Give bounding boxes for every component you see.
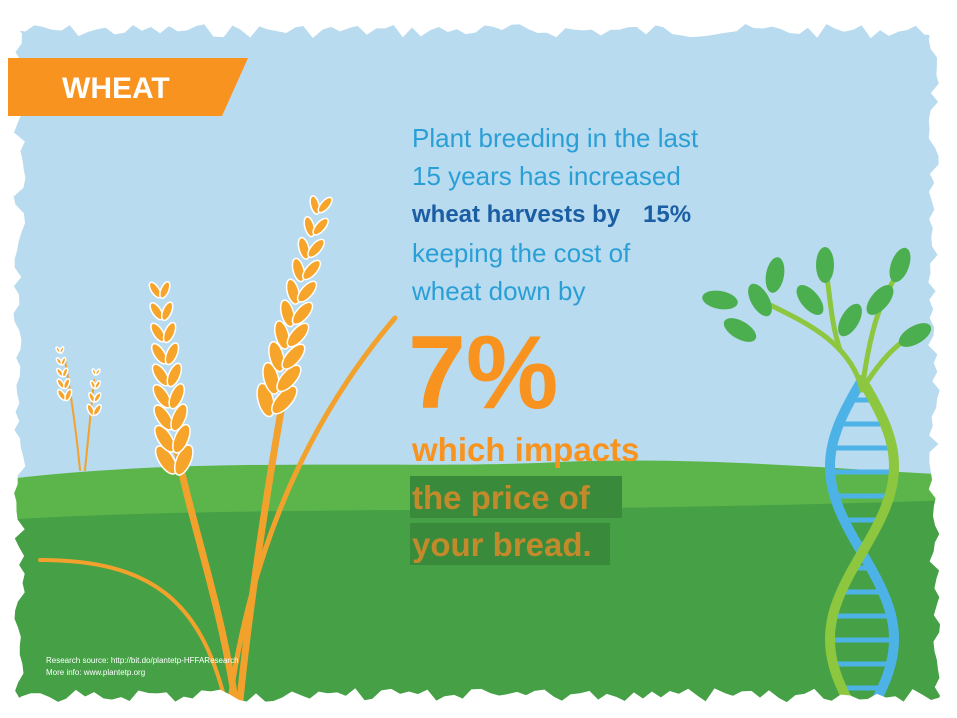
leaf: [796, 285, 824, 315]
leaf: [866, 285, 894, 315]
wheat-grain: [279, 299, 296, 328]
intro-line: 15 years has increased: [412, 161, 681, 191]
wheat-grain: [92, 403, 102, 417]
wheat-grain: [64, 388, 73, 402]
wheat-grain: [168, 383, 186, 410]
wheat-grain: [94, 380, 102, 390]
leaf: [838, 303, 862, 337]
big-figure: 7%: [408, 315, 558, 431]
leaf: [765, 257, 785, 293]
wheat-grain: [94, 368, 101, 376]
wheat-grain: [268, 341, 286, 373]
wheat-grain: [312, 217, 329, 236]
wheat-grain: [296, 280, 318, 303]
wheat-grain: [285, 278, 301, 305]
wheat-grain: [172, 423, 191, 454]
cost-line: keeping the cost of: [412, 238, 631, 268]
cost-line: wheat down by: [411, 276, 585, 306]
dna-tree-illustration: [702, 247, 932, 704]
wheat-grain: [262, 361, 281, 395]
leaf: [816, 247, 834, 283]
leaf: [702, 290, 738, 310]
wheat-stalk: [227, 315, 398, 703]
wheat-grain: [291, 301, 314, 326]
wheat-grain: [276, 364, 302, 393]
wheat-grain: [60, 356, 67, 366]
wheat-grain: [307, 238, 325, 259]
wheat-grain: [303, 215, 316, 238]
wheat-grain: [62, 377, 71, 390]
leaf: [889, 247, 911, 283]
badge-bg: [8, 58, 248, 116]
leaf: [898, 323, 932, 347]
wheat-grain: [273, 320, 291, 350]
wheat-grain: [160, 301, 174, 322]
leaf: [748, 283, 772, 317]
source: More info: www.plantetp.org: [46, 668, 145, 677]
price-highlight: [410, 523, 610, 565]
wheat-grain: [297, 236, 311, 260]
wheat-grain: [286, 322, 310, 348]
source: Research source: http://bit.do/plantetp-…: [46, 656, 239, 665]
intro-line: Plant breeding in the last: [412, 123, 699, 153]
price-line: your bread.: [412, 526, 592, 563]
wheat-grain: [281, 343, 306, 370]
torn-edge: [10, 20, 944, 706]
hill-front: [12, 500, 942, 704]
badge: WHEAT: [62, 72, 170, 105]
wheat-grain: [154, 424, 176, 453]
wheat-grain: [173, 444, 194, 476]
wheat-grain: [309, 195, 321, 215]
wheat-stalk: [38, 558, 227, 702]
wheat-grain: [162, 321, 177, 344]
impact: which impacts: [411, 431, 639, 468]
wheat-illustration: [38, 195, 398, 704]
wheat-grain: [166, 362, 183, 388]
wheat-grain: [317, 196, 333, 214]
leaf: [723, 318, 757, 342]
wheat-grain: [164, 342, 180, 366]
wheat-grain: [93, 392, 102, 403]
wheat-grain: [86, 403, 95, 417]
wheat-grain: [302, 259, 322, 281]
price-line: the price of: [412, 479, 591, 516]
dna-strand: [824, 375, 900, 704]
wheat-grain: [271, 385, 298, 415]
tree-branch: [757, 297, 865, 393]
price-highlight: [410, 476, 622, 518]
wheat-grain: [154, 445, 178, 475]
wheat-grain: [61, 367, 69, 378]
wheat-grain: [170, 403, 188, 432]
dna-strand: [824, 375, 900, 704]
wheat-grain: [59, 346, 65, 354]
highlight-words: wheat harvests by: [411, 201, 621, 228]
highlight-figure: 15%: [643, 201, 691, 228]
wheat-grain: [159, 281, 171, 299]
wheat-grain: [153, 404, 174, 431]
wheat-grain: [291, 257, 306, 283]
